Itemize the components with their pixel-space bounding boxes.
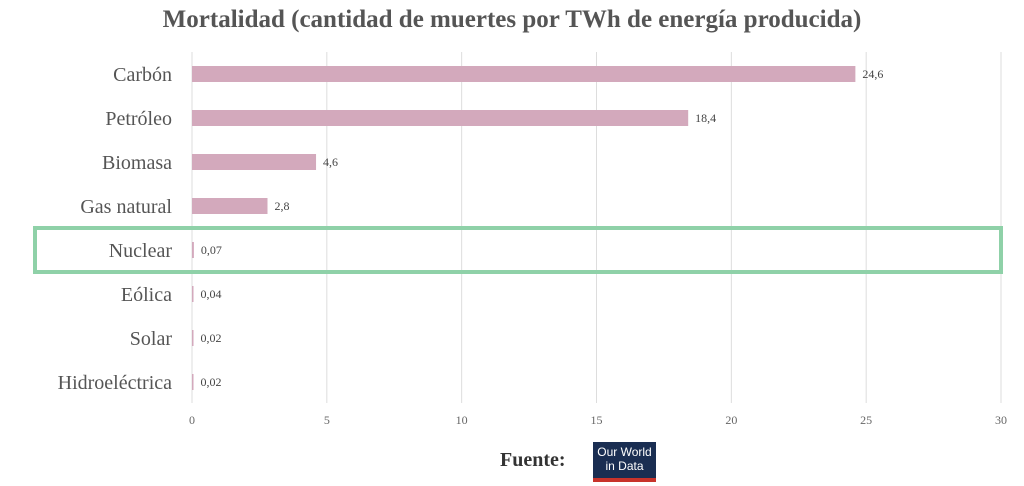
x-tick-label: 30 (995, 413, 1007, 427)
x-tick-label: 5 (324, 413, 330, 427)
bar-hidroelectrica (192, 374, 194, 390)
data-label: 2,8 (275, 199, 290, 213)
x-tick-label: 20 (725, 413, 737, 427)
category-label: Carbón (113, 64, 172, 86)
highlight-box (33, 226, 1003, 274)
source-label: Fuente: (500, 449, 566, 471)
data-label: 0,07 (201, 243, 222, 257)
data-label: 4,6 (323, 155, 338, 169)
x-tick-label: 0 (189, 413, 195, 427)
bar-gas-natural (192, 198, 268, 214)
bars (192, 66, 856, 390)
chart-title: Mortalidad (cantidad de muertes por TWh … (162, 6, 862, 33)
highlight-rectangle (33, 226, 1003, 274)
category-label: Hidroeléctrica (58, 372, 172, 394)
logo-line-1: Our World (597, 445, 652, 459)
category-label: Solar (130, 328, 173, 350)
data-label: 18,4 (695, 111, 716, 125)
data-label: 0,04 (201, 287, 222, 301)
category-label: Gas natural (80, 196, 172, 218)
x-tick-label: 25 (860, 413, 872, 427)
bar-eolica (192, 286, 194, 302)
x-tick-label: 10 (456, 413, 468, 427)
data-label: 24,6 (862, 67, 883, 81)
bar-petroleo (192, 110, 689, 126)
category-labels: Carbón 24,6 Petróleo 18,4 Biomasa 4,6 Gas natu… (58, 64, 884, 394)
x-tick-label: 15 (591, 413, 603, 427)
bar-biomasa (192, 154, 317, 170)
category-label: Nuclear (109, 240, 173, 262)
x-axis-ticks: 0 5 10 15 20 25 30 (189, 413, 1007, 427)
category-label: Petróleo (105, 108, 172, 130)
owid-logo[interactable]: Our World in Data (593, 442, 656, 482)
category-label: Eólica (121, 284, 172, 306)
bar-chart: Carbón 24,6 Petróleo 18,4 Biomasa 4,6 Gas natu… (33, 52, 1007, 427)
logo-line-2: in Data (605, 459, 644, 473)
data-label: 0,02 (201, 375, 222, 389)
category-label: Biomasa (102, 152, 172, 174)
data-label: 0,02 (201, 331, 222, 345)
bar-nuclear (192, 242, 194, 258)
bar-carbon (192, 66, 856, 82)
bar-solar (192, 330, 194, 346)
